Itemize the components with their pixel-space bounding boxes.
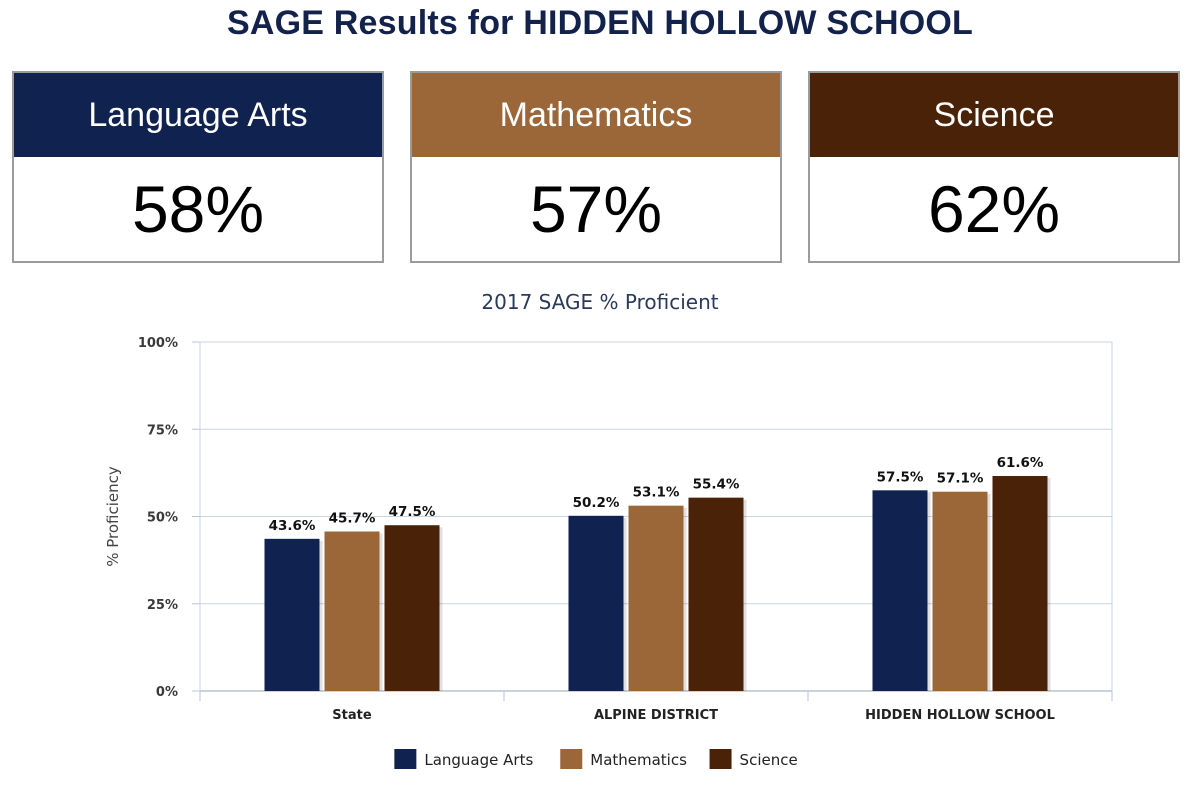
bar-language-arts [568, 515, 624, 691]
legend-label: Language Arts [424, 751, 533, 769]
data-label: 57.5% [877, 469, 924, 485]
bar-language-arts [264, 538, 320, 691]
bar-science [688, 497, 744, 691]
data-label: 43.6% [269, 518, 316, 534]
legend-label: Mathematics [590, 751, 687, 769]
bar-mathematics [932, 491, 988, 691]
card-header-mathematics: Mathematics [412, 73, 780, 157]
card-value-language-arts: 58% [131, 172, 265, 246]
data-label: 50.2% [573, 495, 620, 511]
data-label: 61.6% [997, 455, 1044, 471]
card-value-mathematics: 57% [529, 172, 663, 246]
card-mathematics: Mathematics 57% [410, 71, 782, 263]
card-header-science: Science [810, 73, 1178, 157]
x-category-label: State [332, 708, 372, 723]
bar-science [992, 476, 1048, 691]
summary-cards: Language Arts 58% Mathematics 57% Scienc… [12, 71, 1188, 265]
data-label: 45.7% [329, 511, 376, 527]
y-axis-title: % Proficiency [104, 466, 122, 567]
bar-language-arts [872, 490, 928, 691]
card-header-language-arts: Language Arts [14, 73, 382, 157]
x-category-label: HIDDEN HOLLOW SCHOOL [865, 708, 1055, 723]
bar-science [384, 525, 440, 691]
legend-swatch [394, 749, 417, 769]
data-label: 47.5% [389, 504, 436, 520]
bar-mathematics [324, 531, 380, 691]
card-science: Science 62% [808, 71, 1180, 263]
data-label: 57.1% [937, 471, 984, 487]
y-tick-label: 25% [147, 598, 178, 613]
x-category-label: ALPINE DISTRICT [594, 708, 718, 723]
chart-title: 2017 SAGE % Proficient [481, 290, 719, 314]
legend-label: Science [740, 751, 798, 769]
y-tick-label: 50% [147, 511, 178, 526]
page-title: SAGE Results for HIDDEN HOLLOW SCHOOL [227, 4, 973, 42]
data-label: 55.4% [693, 477, 740, 493]
bar-mathematics [628, 505, 684, 691]
data-label: 53.1% [633, 485, 680, 501]
card-value-science: 62% [927, 172, 1061, 246]
legend-swatch [560, 749, 583, 769]
y-tick-label: 100% [138, 336, 178, 351]
y-tick-label: 0% [156, 685, 178, 700]
y-tick-label: 75% [147, 423, 178, 438]
card-language-arts: Language Arts 58% [12, 71, 384, 263]
legend-swatch [709, 749, 732, 769]
